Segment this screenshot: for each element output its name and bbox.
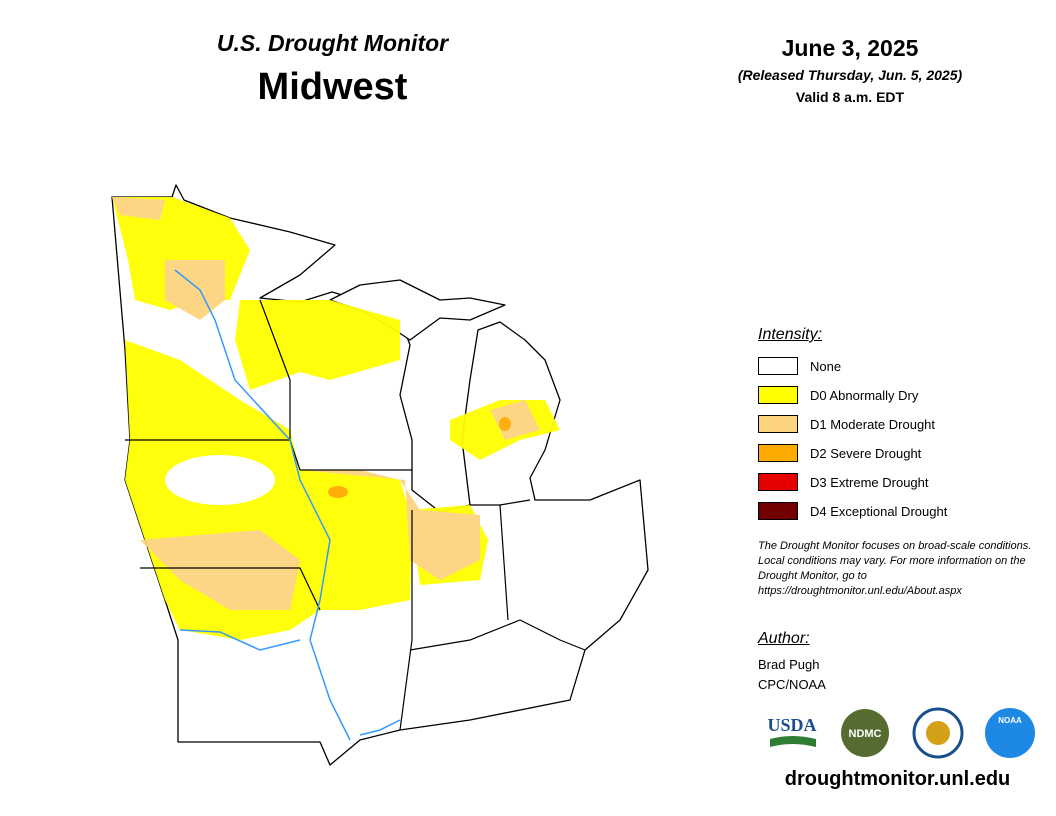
legend-item: D2 Severe Drought bbox=[758, 443, 921, 463]
legend-item: D0 Abnormally Dry bbox=[758, 385, 918, 405]
river bbox=[359, 719, 401, 736]
author-title: Author: bbox=[758, 630, 810, 647]
legend-swatch bbox=[758, 473, 798, 491]
d0-area bbox=[235, 300, 400, 390]
title: Midwest bbox=[257, 66, 408, 108]
subtitle: U.S. Drought Monitor bbox=[216, 30, 449, 56]
d2-area bbox=[499, 417, 511, 431]
legend-swatch bbox=[758, 444, 798, 462]
d1-area bbox=[165, 260, 225, 320]
state-border bbox=[399, 510, 413, 731]
map bbox=[111, 184, 649, 766]
legend-item: D3 Extreme Drought bbox=[758, 472, 929, 492]
date: June 3, 2025 bbox=[781, 35, 919, 61]
legend-label: D3 Extreme Drought bbox=[810, 474, 929, 490]
legend-item: None bbox=[758, 356, 841, 376]
legend-swatch bbox=[758, 357, 798, 375]
url: droughtmonitor.unl.edu bbox=[784, 768, 1011, 790]
d1-area bbox=[112, 197, 165, 220]
legend-swatch bbox=[758, 386, 798, 404]
none-area bbox=[165, 455, 275, 505]
legend-label: D4 Exceptional Drought bbox=[810, 503, 948, 519]
legend-title: Intensity: bbox=[758, 326, 823, 343]
logo-usda: USDA bbox=[767, 715, 816, 735]
d1-area bbox=[140, 530, 300, 610]
river bbox=[174, 269, 351, 741]
d2-area bbox=[328, 486, 348, 498]
legend-label: None bbox=[810, 358, 842, 374]
logo-ndmc: NDMC bbox=[849, 728, 882, 740]
river bbox=[179, 629, 301, 651]
author-org: CPC/NOAA bbox=[758, 677, 826, 692]
legend-swatch bbox=[758, 502, 798, 520]
state-border bbox=[259, 299, 291, 440]
released: (Released Thursday, Jun. 5, 2025) bbox=[737, 67, 963, 83]
valid: Valid 8 a.m. EDT bbox=[795, 89, 905, 105]
state-border bbox=[409, 619, 586, 651]
legend-swatch bbox=[758, 415, 798, 433]
legend-label: D1 Moderate Drought bbox=[810, 416, 936, 432]
logo-doc-inner bbox=[926, 721, 950, 745]
legend-item: D4 Exceptional Drought bbox=[758, 501, 947, 521]
d1-area bbox=[300, 470, 480, 580]
author-name: Brad Pugh bbox=[758, 657, 820, 672]
state-border bbox=[499, 499, 531, 506]
logo-noaa: NOAA bbox=[998, 716, 1022, 725]
logos: USDA NDMC NOAA bbox=[767, 707, 1035, 759]
legend-label: D2 Severe Drought bbox=[810, 445, 922, 461]
note: The Drought Monitor focuses on broad-sca… bbox=[758, 540, 1032, 597]
legend-label: D0 Abnormally Dry bbox=[810, 387, 919, 403]
logo-noaa-mark bbox=[985, 708, 1035, 758]
legend-item: D1 Moderate Drought bbox=[758, 414, 935, 434]
logo-ndmc-mark bbox=[841, 709, 889, 757]
logo-usda-mark bbox=[770, 736, 816, 747]
state-border bbox=[140, 567, 321, 611]
